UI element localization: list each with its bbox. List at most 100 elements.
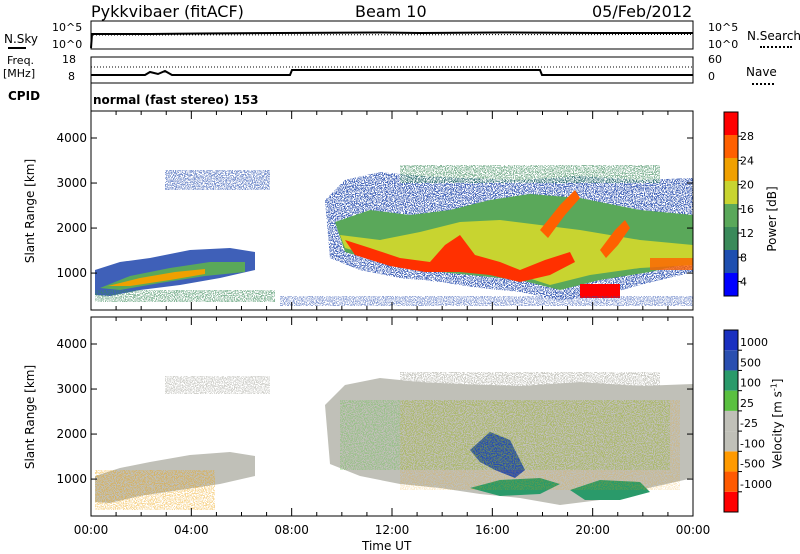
power-colorbar-segment xyxy=(724,250,738,273)
velocity-panel xyxy=(90,316,694,517)
power-main-red xyxy=(345,235,575,282)
velocity-speckle-far xyxy=(400,372,660,390)
velocity-colorbar-tick-label: -500 xyxy=(740,458,765,471)
noise-sky-legend-line xyxy=(8,47,26,49)
freq-panel xyxy=(90,56,694,111)
time-tick-label: 20:00 xyxy=(575,523,610,537)
freq-label: Freq. xyxy=(7,54,35,67)
power-colorbar-segment xyxy=(724,158,738,181)
power-colorbar-label: Power [dB] xyxy=(765,186,779,252)
noise-right-tick-bottom: 10^0 xyxy=(708,38,739,51)
velocity-speckle-early xyxy=(95,470,215,510)
power-colorbar-tick-label: 28 xyxy=(740,130,754,143)
velocity-colorbar-label: Velocity [m s-1] xyxy=(769,369,785,479)
power-streak-2 xyxy=(600,220,630,258)
velocity-ytick-label: 1000 xyxy=(56,472,87,486)
velocity-colorbar-segment xyxy=(724,471,738,492)
noise-sky-trace xyxy=(90,31,693,49)
noise-panel xyxy=(90,20,694,50)
power-colorbar-tick-label: 20 xyxy=(740,179,754,192)
nave-label: Nave xyxy=(746,65,777,79)
power-late-band xyxy=(650,258,693,270)
velocity-colorbar-tick-label: -1000 xyxy=(740,478,772,491)
power-streak-1 xyxy=(540,190,580,238)
velocity-orange-speckle xyxy=(400,400,680,490)
velocity-colorbar-segment xyxy=(724,431,738,452)
velocity-colorbar-segment xyxy=(724,350,738,371)
power-colorbar-segment xyxy=(724,112,738,135)
velocity-heatmap xyxy=(95,372,693,510)
cpid-text: normal (fast stereo) 153 xyxy=(93,93,259,107)
velocity-ytick-label: 4000 xyxy=(56,337,87,351)
nave-tick-bottom: 0 xyxy=(708,70,715,83)
time-axis-label: Time UT xyxy=(362,539,412,553)
noise-search-trace xyxy=(92,34,694,36)
power-ytick-label: 2000 xyxy=(56,221,87,235)
velocity-colorbar-tick-label: 500 xyxy=(740,356,761,369)
noise-sky-label: N.Sky xyxy=(4,32,39,46)
power-panel xyxy=(90,110,694,311)
nave-tick-top: 60 xyxy=(708,53,722,66)
velocity-colorbar-label-text: Velocity [m s xyxy=(770,391,785,469)
freq-tick-top: 18 xyxy=(62,53,76,66)
power-main-yellow xyxy=(340,220,693,285)
velocity-speckle-early-far xyxy=(165,376,270,394)
velocity-colorbar-segment xyxy=(724,451,738,472)
noise-panel-frame xyxy=(90,20,694,50)
power-colorbar-segment xyxy=(724,227,738,250)
power-heatmap xyxy=(95,165,693,306)
velocity-colorbar-segment xyxy=(724,491,738,512)
velocity-colorbar-tick-label: 25 xyxy=(740,397,754,410)
freq-unit-label: [MHz] xyxy=(3,67,36,80)
time-tick-label: 08:00 xyxy=(274,523,309,537)
freq-trace xyxy=(91,69,693,76)
date-title: 05/Feb/2012 xyxy=(592,2,693,21)
power-ylabel: Slant Range [km] xyxy=(23,158,37,264)
velocity-colorbar-label-end: ] xyxy=(770,378,785,384)
velocity-colorbar-tick-label: -25 xyxy=(740,417,758,430)
power-speckle-far xyxy=(400,165,660,183)
noise-search-legend-line xyxy=(760,46,792,48)
cpid-label: CPID xyxy=(8,89,41,103)
velocity-ylabel: Slant Range [km] xyxy=(23,364,37,470)
nave-legend-line xyxy=(752,83,774,85)
freq-tick-bottom: 8 xyxy=(68,70,75,83)
noise-right-tick-top: 10^5 xyxy=(708,21,739,34)
power-colorbar-frame xyxy=(723,111,739,297)
velocity-colorbar-label-sup: -1 xyxy=(769,383,779,392)
beam-title: Beam 10 xyxy=(355,2,427,21)
noise-left-tick-top: 10^5 xyxy=(52,21,83,34)
power-speckle-low xyxy=(95,290,275,302)
time-tick-label: 12:00 xyxy=(375,523,410,537)
power-colorbar-tick-label: 24 xyxy=(740,154,754,167)
power-colorbar-tick-label: 16 xyxy=(740,203,754,216)
velocity-colorbar-tick-label: 100 xyxy=(740,377,761,390)
velocity-ytick-label: 2000 xyxy=(56,427,87,441)
colorbar-layer: 28 24 20 16 12 8 4 1000 500 100 25 -25 -100 -500 -1000 xyxy=(723,111,772,513)
power-colorbar-segment xyxy=(724,135,738,158)
power-colorbar-segment xyxy=(724,181,738,204)
velocity-colorbar-tick-label: 1000 xyxy=(740,336,768,349)
velocity-ytick-label: 3000 xyxy=(56,382,87,396)
power-colorbar-tick-label: 8 xyxy=(740,251,747,264)
velocity-colorbar-segment xyxy=(724,330,738,351)
time-tick-label: 04:00 xyxy=(174,523,209,537)
velocity-colorbar-frame xyxy=(723,329,739,513)
velocity-colorbar-segment xyxy=(724,370,738,391)
noise-search-label: N.Search xyxy=(747,29,800,43)
velocity-colorbar-tick-label: -100 xyxy=(740,437,765,450)
noise-left-tick-bottom: 10^0 xyxy=(52,38,83,51)
time-tick-label: 00:00 xyxy=(74,523,109,537)
velocity-colorbar-segment xyxy=(724,410,738,432)
power-late-hot xyxy=(580,284,620,298)
power-speckle-bottom xyxy=(280,296,693,306)
power-colorbar-tick-label: 12 xyxy=(740,227,754,240)
time-tick-label: 00:00 xyxy=(676,523,711,537)
axes-layer: 1000 2000 3000 4000 1000 2000 3000 4000 00:00 04:… xyxy=(56,111,710,537)
time-tick-label: 16:00 xyxy=(475,523,510,537)
freq-panel-frame xyxy=(90,56,694,84)
power-colorbar-segment xyxy=(724,204,738,227)
power-colorbar-tick-label: 4 xyxy=(740,275,747,288)
power-band-early-hot xyxy=(108,269,205,286)
